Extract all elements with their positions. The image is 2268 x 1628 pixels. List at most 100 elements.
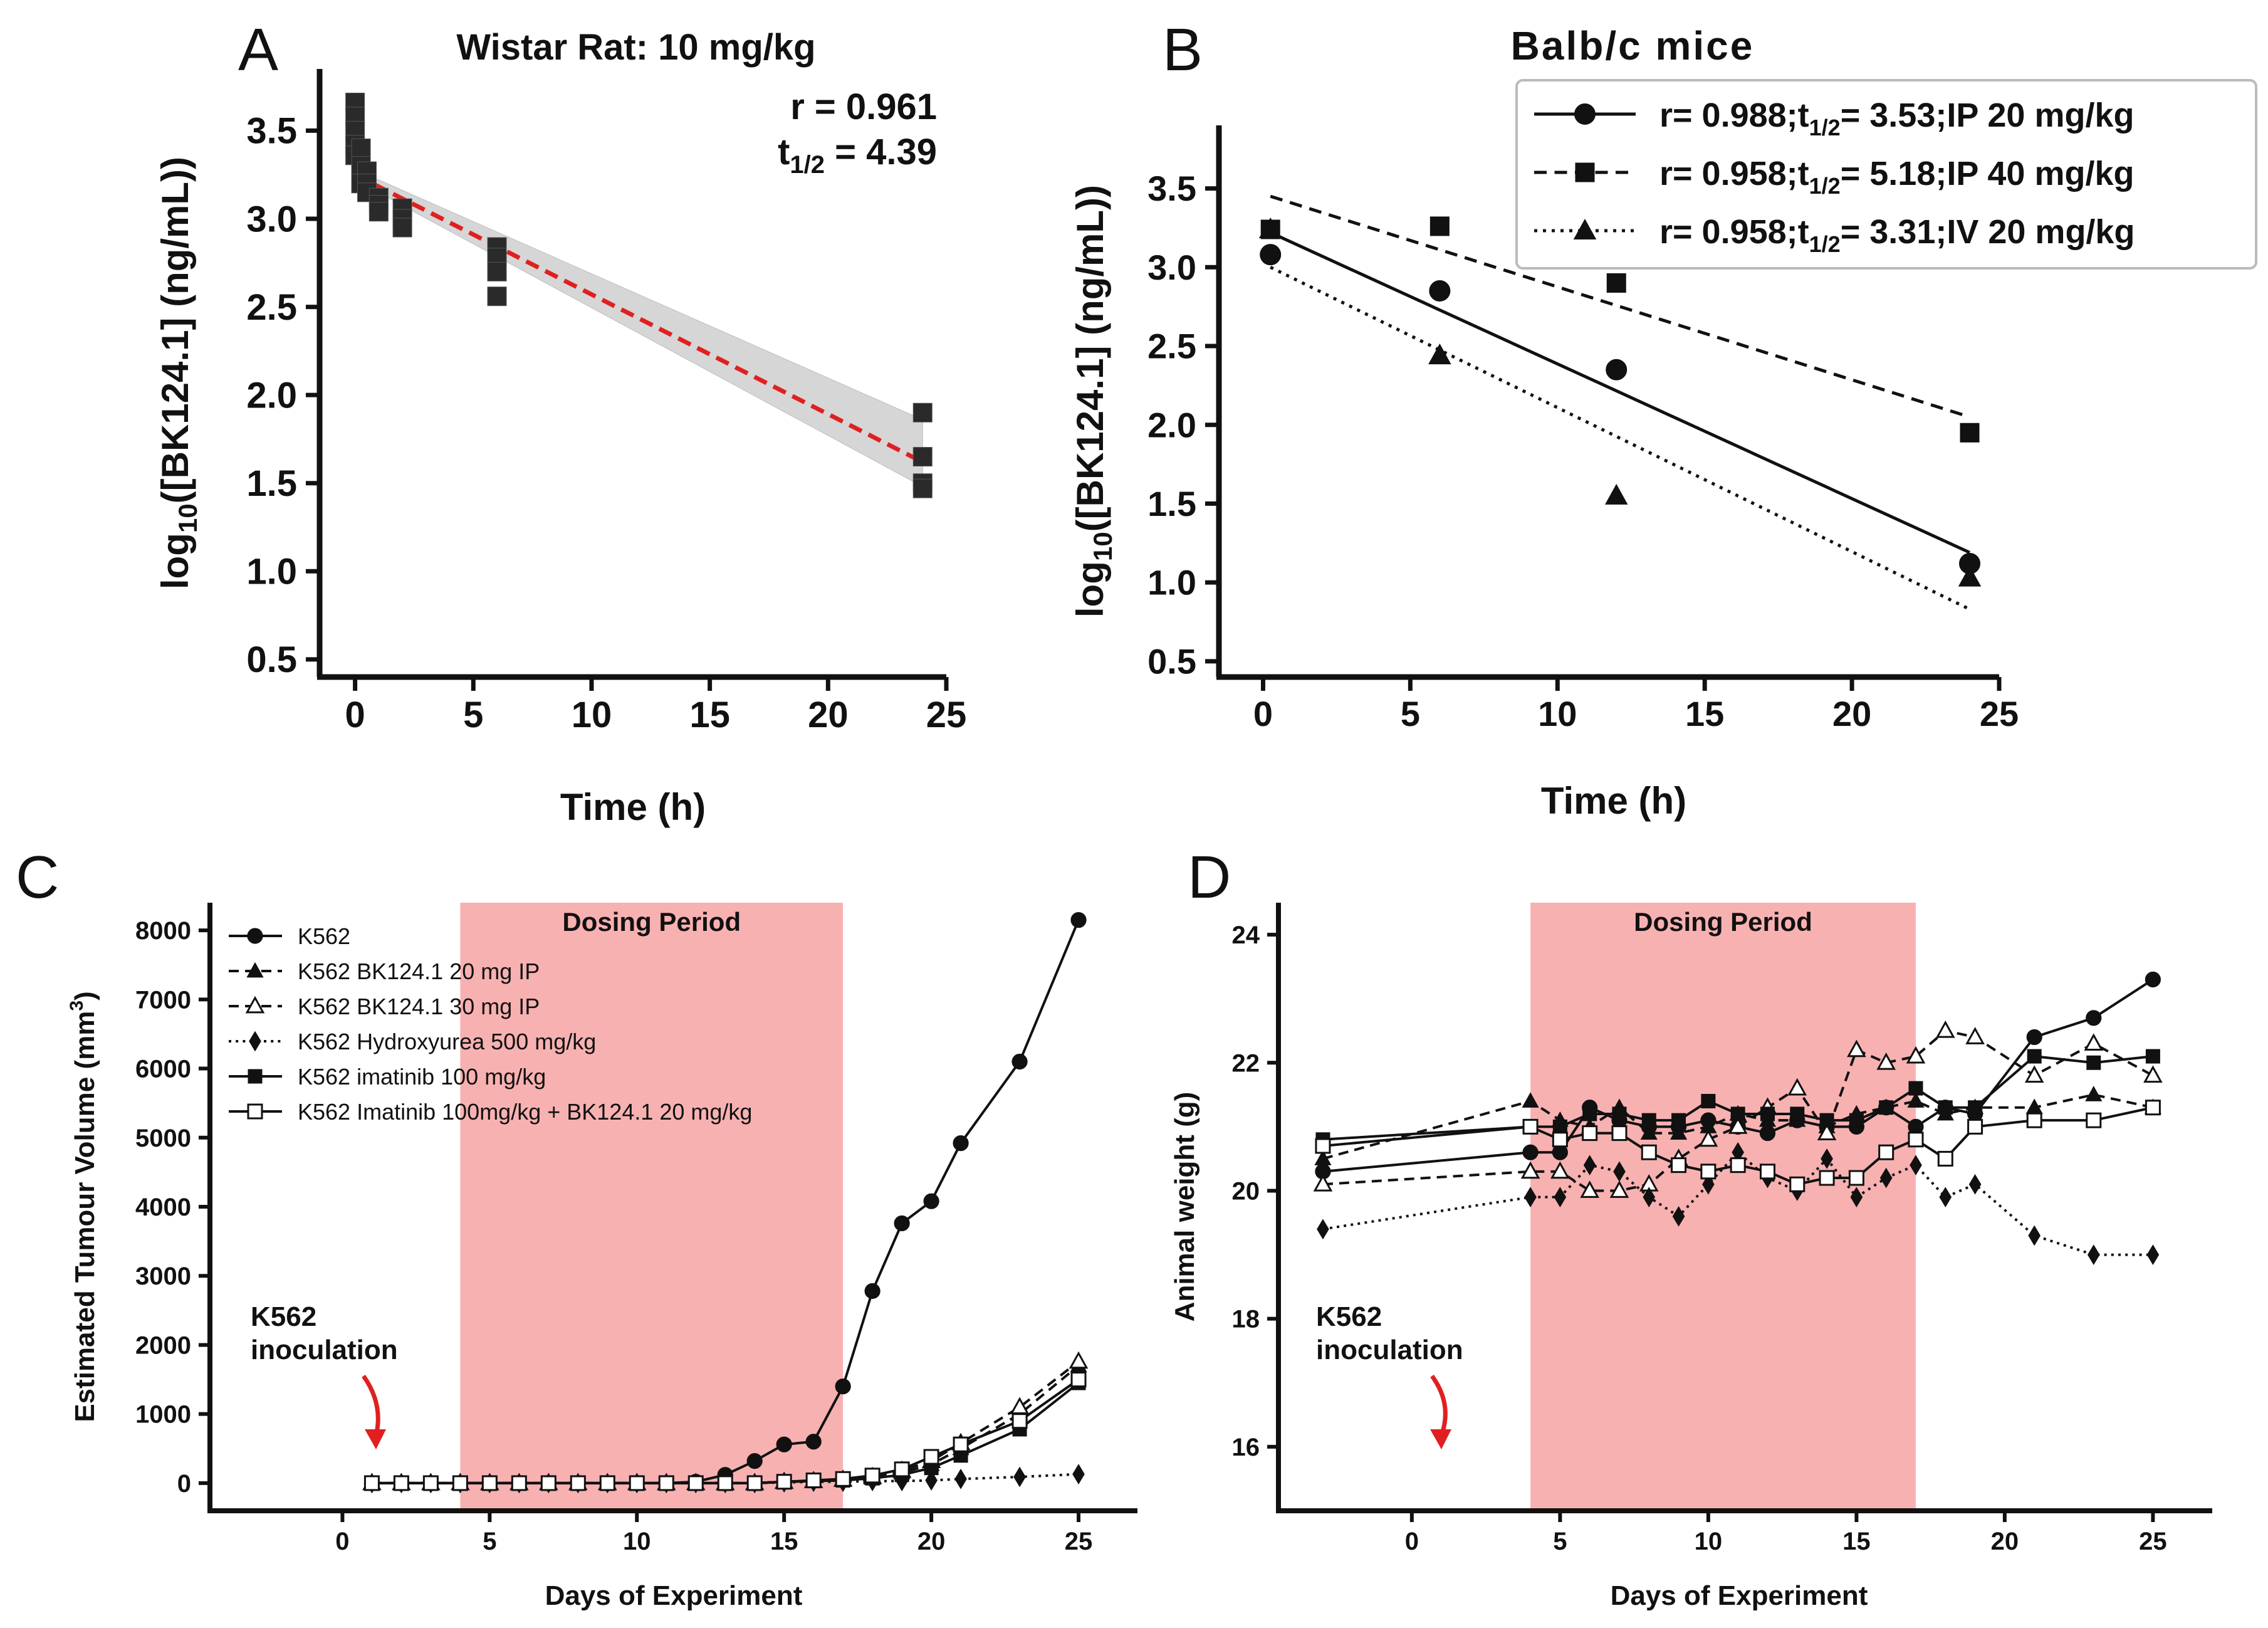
c-panel-series-point-4 xyxy=(1013,1466,1026,1488)
d-panel-series-point-6 xyxy=(1819,1170,1835,1186)
d-panel-series-point-3 xyxy=(1550,1161,1570,1179)
legend-route-s3: ;IV 20 mg/kg xyxy=(1935,213,2135,251)
panel-c-y-label: Estimated Tumour Volume (mm3) xyxy=(66,991,100,1422)
legend-route-s1: ;IP 20 mg/kg xyxy=(1935,97,2134,134)
panel-c-inoculation-arrow xyxy=(362,1374,380,1436)
d-panel-series-point-4 xyxy=(1613,1161,1626,1182)
panel-c-legend-marker-5 xyxy=(248,1069,263,1084)
d-panel-series-point-1 xyxy=(2086,1010,2102,1026)
legend-eq-s2: = xyxy=(1841,155,1870,192)
panel-c-x-tick-label: 20 xyxy=(917,1528,946,1555)
panel-b-x-tick-label: 5 xyxy=(1401,694,1420,733)
d-panel-series-point-1 xyxy=(2026,1029,2042,1046)
panel-d-y-tick-label: 20 xyxy=(1232,1177,1260,1205)
d-panel-series-point-4 xyxy=(1910,1155,1922,1176)
panel-b-data-point-s1 xyxy=(1606,359,1628,381)
panel-b-fit-line-1 xyxy=(1270,231,1971,554)
d-panel-series-point-3 xyxy=(1965,1027,1985,1044)
d-panel-series-point-6 xyxy=(1315,1138,1331,1154)
c-panel-series-point-4 xyxy=(1072,1464,1085,1484)
c-panel-series-point-6 xyxy=(894,1461,910,1478)
panel-b-y-tick-label: 2.0 xyxy=(1147,405,1196,444)
d-panel-series-point-4 xyxy=(2146,1244,2160,1265)
c-panel-series-point-6 xyxy=(540,1475,557,1491)
panel-c-legend-marker-1 xyxy=(247,928,263,944)
panel-c: C Dosing Period 0 1000 2000 3000 4000 5000 600… xyxy=(16,844,1137,1611)
d-panel-series-point-5 xyxy=(1641,1113,1656,1128)
panel-b-y-tick-label: 2.5 xyxy=(1147,327,1196,366)
panel-c-legend-label-5: K562 imatinib 100 mg/kg xyxy=(298,1064,546,1090)
d-panel-series-point-2 xyxy=(1314,1150,1332,1165)
legend-thalf-s2: 5.18 xyxy=(1869,155,1935,192)
panel-d-y-tick-label: 24 xyxy=(1232,922,1260,949)
d-panel-series-point-2 xyxy=(1640,1124,1658,1140)
c-panel-series-point-6 xyxy=(1011,1413,1028,1429)
panel-a-x-tick-label: 25 xyxy=(926,695,967,735)
d-panel-series-point-3 xyxy=(1817,1123,1837,1140)
panel-a-y-label: log10([BK124.1] (ng/mL)) xyxy=(154,157,202,589)
panel-a-y-tick-label: 3.5 xyxy=(246,111,297,152)
panel-d-inoculation-label-line2: inoculation xyxy=(1316,1335,1463,1365)
panel-d-dosing-period-shading xyxy=(1530,903,1916,1511)
d-panel-series-point-3 xyxy=(1609,1180,1629,1198)
panel-d-x-label: Days of Experiment xyxy=(1611,1580,1868,1611)
panel-c-y-tick-label: 5000 xyxy=(135,1125,191,1152)
c-panel-series-point-6 xyxy=(422,1475,439,1491)
d-panel-series-point-6 xyxy=(1700,1163,1717,1180)
legend-thalf-s3: 3.31 xyxy=(1869,213,1935,251)
d-panel-series-point-6 xyxy=(1878,1144,1894,1160)
legend-marker-s3 xyxy=(1573,218,1597,239)
panel-b-x-tick-label: 20 xyxy=(1832,694,1871,733)
panel-b-y-label: log10([BK124.1] (ng/mL)) xyxy=(1069,185,1117,617)
c-panel-series-point-1 xyxy=(923,1193,939,1209)
d-panel-series-point-3 xyxy=(1698,1129,1718,1147)
c-panel-series-point-6 xyxy=(393,1475,409,1491)
panel-b-x-tick-label: 10 xyxy=(1538,694,1577,733)
d-panel-series-point-4 xyxy=(1643,1187,1656,1208)
panel-d-y-tick-label: 18 xyxy=(1232,1306,1260,1333)
d-panel-series-point-5 xyxy=(1701,1094,1716,1109)
d-panel-series-point-6 xyxy=(1848,1170,1864,1186)
d-panel-series-point-6 xyxy=(1552,1132,1568,1148)
panel-b-x-tick-label: 25 xyxy=(1980,694,2019,733)
d-panel-series-point-6 xyxy=(1967,1118,1983,1135)
panel-c-y-tick-label: 0 xyxy=(177,1470,191,1498)
panel-a-x-tick-label: 5 xyxy=(463,695,483,735)
panel-a-y-tick-label: 0.5 xyxy=(246,639,297,680)
panel-b-fit-line-3 xyxy=(1270,266,1971,611)
panel-b-y-tick-label: 3.5 xyxy=(1147,169,1196,208)
panel-c-legend-label-4: K562 Hydroxyurea 500 mg/kg xyxy=(298,1029,596,1054)
panel-d-inoculation-arrow xyxy=(1430,1374,1448,1437)
panel-d-y-tick-label: 16 xyxy=(1232,1434,1260,1461)
d-panel-series-point-3 xyxy=(1847,1039,1866,1058)
panel-c-letter: C xyxy=(16,844,59,911)
panel-b-data-point-s2 xyxy=(1429,216,1450,236)
d-panel-series-point-6 xyxy=(1937,1150,1953,1167)
d-panel-series-point-4 xyxy=(1672,1205,1685,1227)
legend-t-sub-s3: 1/2 xyxy=(1809,231,1841,257)
panel-c-x-tick-label: 10 xyxy=(623,1528,651,1555)
panel-b-y-tick-label: 1.0 xyxy=(1147,563,1196,602)
d-panel-series-point-4 xyxy=(2087,1244,2100,1265)
panel-b-data-point-s3 xyxy=(1604,483,1628,505)
panel-c-x-tick-label: 25 xyxy=(1065,1528,1093,1555)
panel-c-series xyxy=(362,911,1089,1494)
panel-b-x-label: Time (h) xyxy=(1541,780,1686,822)
panel-a-y-ticks: 0.5 1.0 1.5 2.0 2.5 3.0 3.5 xyxy=(246,111,320,680)
panel-c-legend-marker-3 xyxy=(245,995,265,1014)
panel-d-x-tick-label: 5 xyxy=(1553,1528,1567,1555)
panel-c-y-tick-label: 1000 xyxy=(135,1401,191,1429)
panel-b-points xyxy=(1258,216,1982,587)
d-panel-series-point-5 xyxy=(1908,1081,1923,1096)
panel-b-fit-line-2 xyxy=(1270,194,1970,419)
d-panel-series-point-6 xyxy=(2086,1112,2102,1128)
panel-b-legend-box xyxy=(1515,79,2257,270)
c-panel-series-point-1 xyxy=(835,1378,851,1395)
d-panel-series-point-5 xyxy=(1612,1106,1627,1121)
d-panel-series-point-6 xyxy=(2145,1100,2161,1116)
panel-d-inoculation-label-line1: K562 xyxy=(1316,1301,1382,1332)
c-panel-series-point-1 xyxy=(746,1453,763,1469)
c-panel-series-point-1 xyxy=(1070,911,1087,928)
c-panel-series-point-6 xyxy=(835,1471,851,1487)
panel-a-title: Wistar Rat: 10 mg/kg xyxy=(456,27,815,68)
